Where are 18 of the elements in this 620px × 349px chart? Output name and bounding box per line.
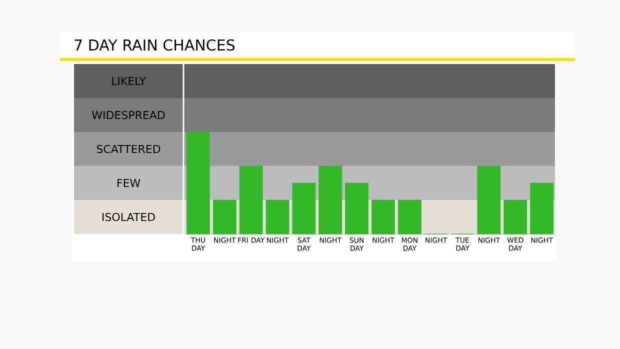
band-label: SCATTERED bbox=[96, 144, 160, 154]
band-label: FEW bbox=[118, 179, 140, 188]
bar bbox=[186, 132, 210, 234]
band-label: ISOLATED bbox=[102, 212, 155, 222]
bar bbox=[345, 182, 368, 234]
band-label: LIKELY bbox=[112, 77, 146, 86]
bar bbox=[266, 200, 290, 234]
bar bbox=[372, 200, 395, 234]
bar bbox=[239, 166, 263, 234]
band-label: WIDESPREAD bbox=[92, 110, 165, 120]
chart-title: 7 DAY RAIN CHANCES bbox=[74, 39, 235, 51]
bar bbox=[292, 182, 316, 234]
bar bbox=[212, 200, 236, 234]
bar bbox=[530, 182, 554, 234]
bar bbox=[398, 200, 422, 234]
bar bbox=[318, 166, 342, 234]
bar bbox=[504, 200, 528, 234]
bar bbox=[477, 166, 501, 234]
